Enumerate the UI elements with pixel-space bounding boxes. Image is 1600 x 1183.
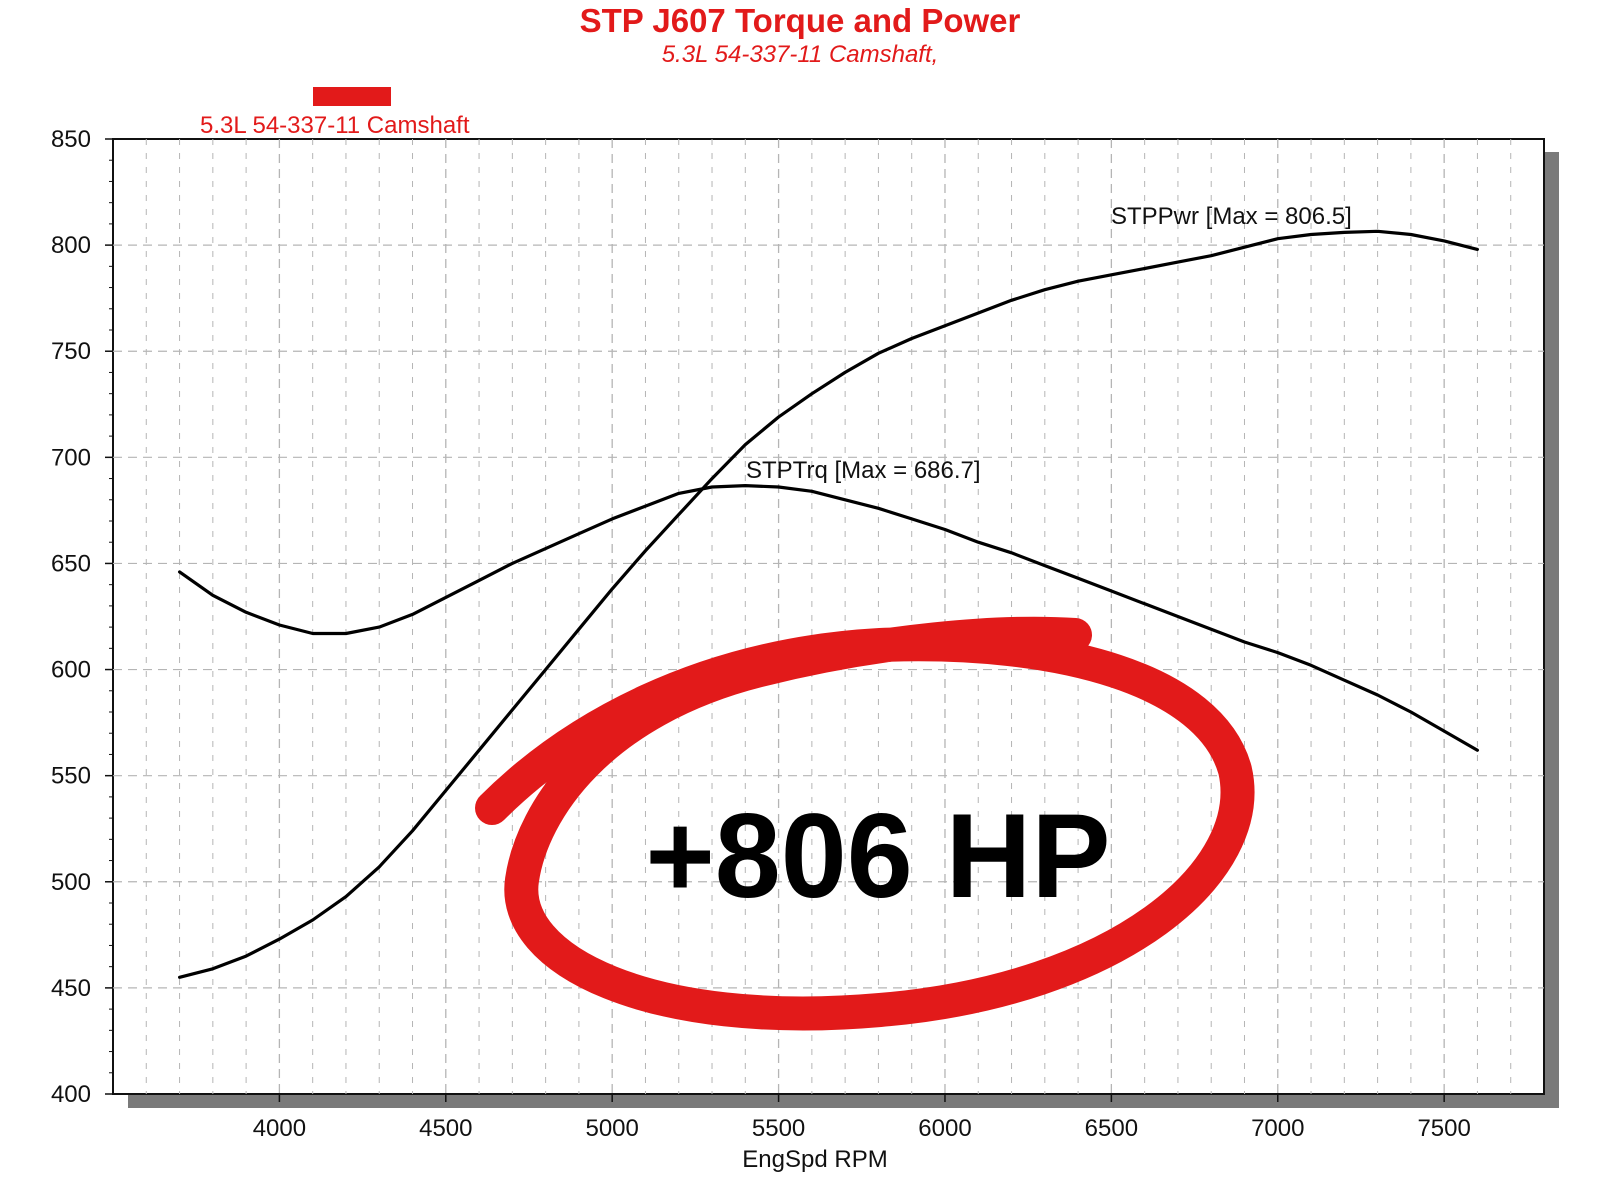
callout-text: +806 HP bbox=[646, 789, 1111, 923]
legend-label: 5.3L 54-337-11 Camshaft bbox=[200, 112, 470, 139]
series-line-stppwr bbox=[178, 229, 1479, 979]
annotation-stptrq: STPTrq [Max = 686.7] bbox=[746, 457, 981, 484]
x-axis-label: EngSpd RPM bbox=[742, 1146, 887, 1173]
red-circle-highlight bbox=[475, 616, 1255, 1031]
annotation-stppwr: STPPwr [Max = 806.5] bbox=[1111, 203, 1352, 230]
plot-area bbox=[112, 138, 1545, 1095]
x-tick-label: 4500 bbox=[419, 1115, 472, 1142]
x-tick-label: 6500 bbox=[1085, 1115, 1138, 1142]
y-tick-label: 650 bbox=[51, 550, 91, 577]
x-tick-label: 7500 bbox=[1417, 1115, 1470, 1142]
x-axis: 4000 4500 5000 5500 6000 6500 7000 7500 bbox=[253, 1094, 1471, 1142]
y-tick-label: 800 bbox=[51, 232, 91, 259]
series-line-stptrq bbox=[178, 484, 1479, 752]
y-tick-label: 500 bbox=[51, 869, 91, 896]
x-tick-label: 7000 bbox=[1251, 1115, 1304, 1142]
y-tick-label: 850 bbox=[51, 126, 91, 153]
chart-title: STP J607 Torque and Power bbox=[580, 2, 1021, 39]
y-axis: 400 450 500 550 600 650 700 750 800 850 bbox=[51, 126, 113, 1108]
y-tick-label: 550 bbox=[51, 763, 91, 790]
x-tick-label: 5000 bbox=[585, 1115, 638, 1142]
y-tick-label: 750 bbox=[51, 338, 91, 365]
x-tick-label: 5500 bbox=[752, 1115, 805, 1142]
grid bbox=[113, 139, 1544, 1094]
series-lines bbox=[178, 229, 1479, 979]
y-tick-label: 700 bbox=[51, 444, 91, 471]
y-tick-label: 400 bbox=[51, 1081, 91, 1108]
x-tick-label: 4000 bbox=[253, 1115, 306, 1142]
x-tick-label: 6000 bbox=[918, 1115, 971, 1142]
chart-subtitle: 5.3L 54-337-11 Camshaft, bbox=[662, 41, 939, 68]
legend-swatch bbox=[313, 87, 391, 106]
y-tick-label: 450 bbox=[51, 975, 91, 1002]
y-tick-label: 600 bbox=[51, 657, 91, 684]
